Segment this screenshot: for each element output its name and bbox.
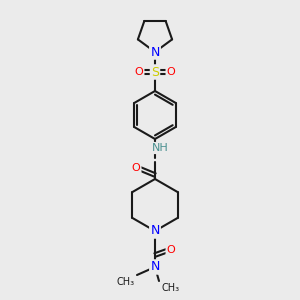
Text: NH: NH (152, 143, 168, 153)
Text: O: O (135, 67, 143, 77)
Text: CH₃: CH₃ (117, 277, 135, 287)
Text: N: N (150, 260, 160, 274)
Text: S: S (151, 65, 159, 79)
Text: CH₃: CH₃ (161, 283, 179, 293)
Text: O: O (132, 163, 140, 173)
Text: N: N (150, 46, 160, 59)
Text: O: O (167, 67, 176, 77)
Text: O: O (167, 245, 176, 255)
Text: N: N (150, 224, 160, 238)
